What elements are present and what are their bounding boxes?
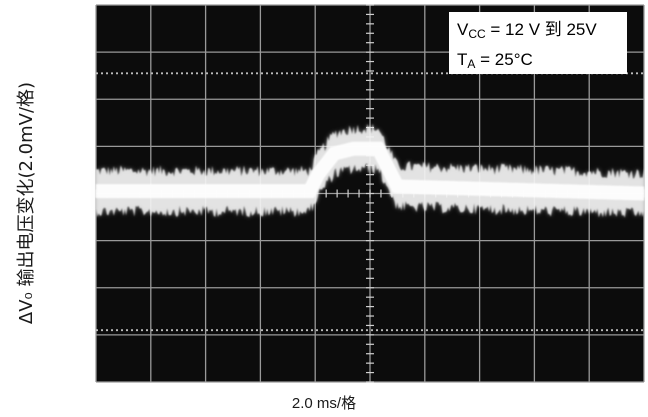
trace-core xyxy=(96,141,644,201)
vcc-condition: VCC = 12 V 到 25V xyxy=(457,20,597,41)
signal-trace xyxy=(96,123,644,218)
ta-condition: TA = 25°C xyxy=(457,50,533,71)
y-axis-label: ΔV₀ 输出电压变化(2.0mV/格) xyxy=(16,81,37,324)
x-axis-label: 2.0 ms/格 xyxy=(291,395,357,412)
conditions-annotation: VCC = 12 V 到 25V TA = 25°C xyxy=(449,12,627,74)
